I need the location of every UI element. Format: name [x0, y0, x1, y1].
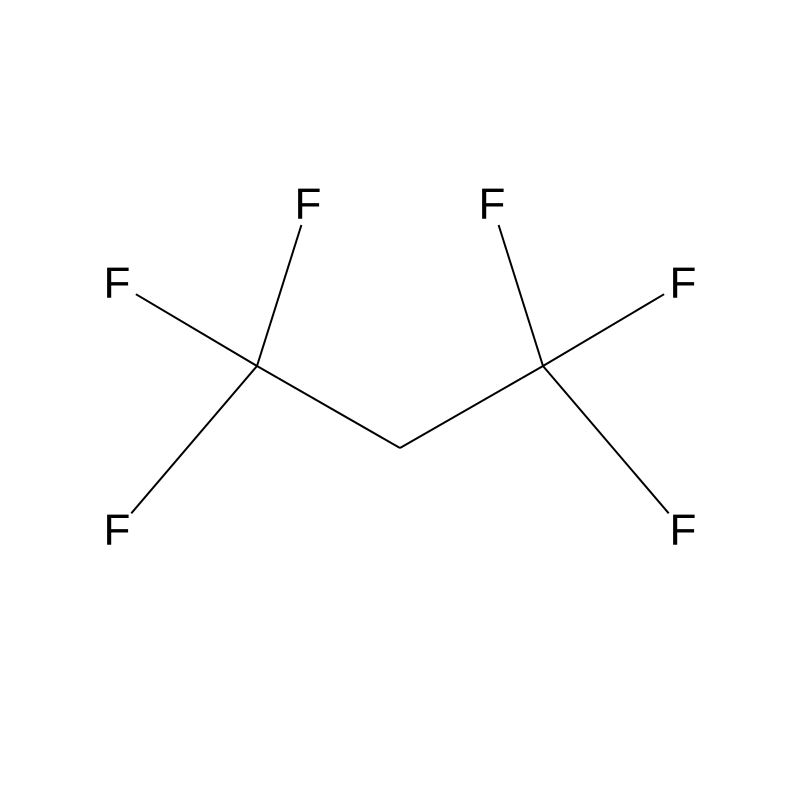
- bond: [400, 366, 543, 448]
- bond: [136, 294, 257, 366]
- atom-label-f: F: [479, 180, 506, 229]
- bond: [257, 225, 301, 366]
- bond: [543, 294, 664, 366]
- bond: [257, 366, 400, 448]
- bond: [543, 366, 669, 513]
- bond: [499, 225, 543, 366]
- atom-label-f: F: [670, 506, 697, 555]
- molecule-diagram: F F F F F F: [0, 0, 800, 800]
- atom-label-f: F: [104, 259, 131, 308]
- bond: [131, 366, 257, 513]
- atom-label-f: F: [104, 506, 131, 555]
- atom-label-f: F: [670, 259, 697, 308]
- atom-label-f: F: [295, 180, 322, 229]
